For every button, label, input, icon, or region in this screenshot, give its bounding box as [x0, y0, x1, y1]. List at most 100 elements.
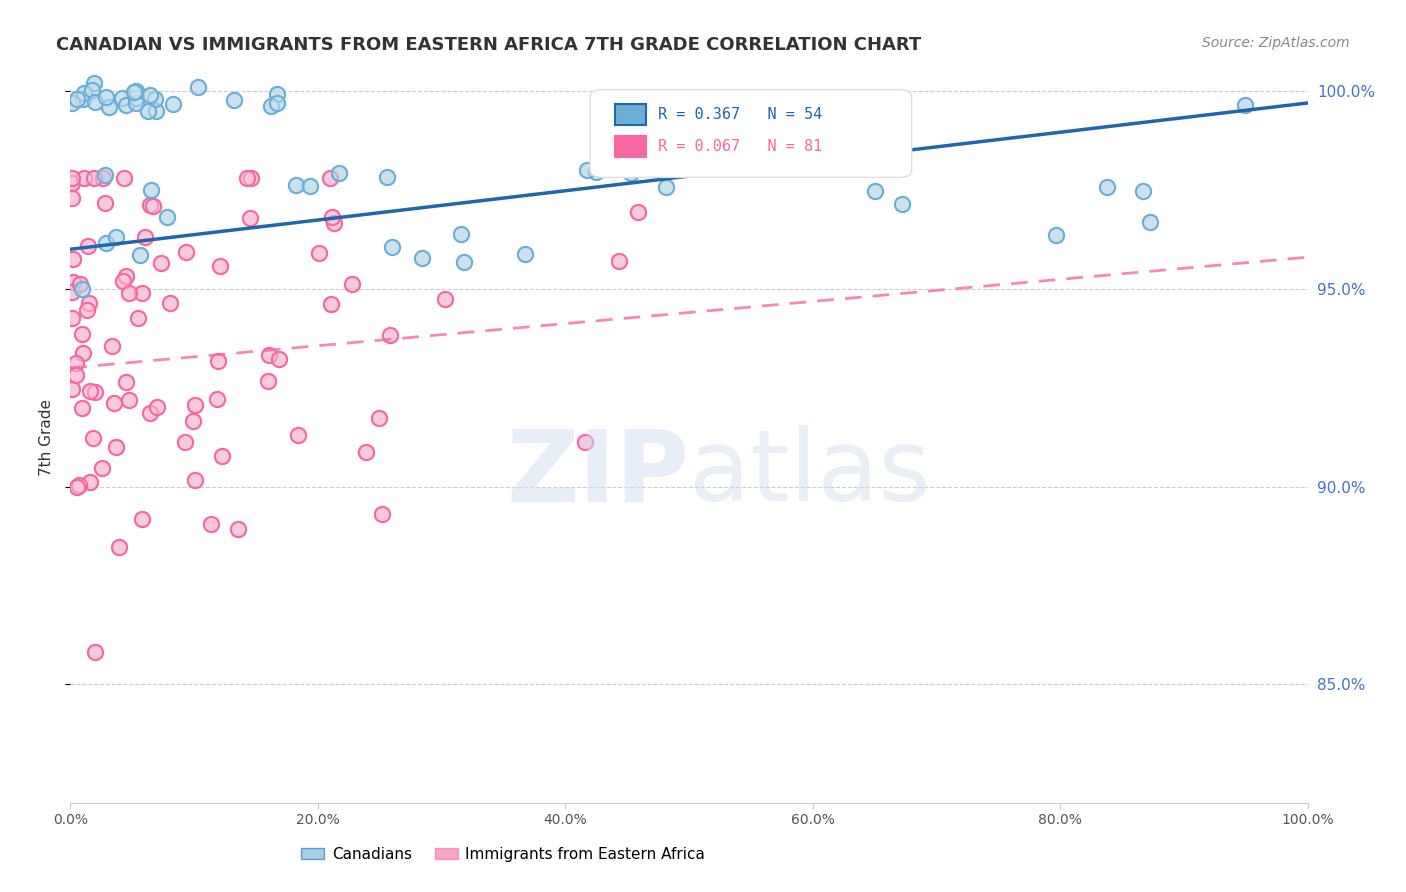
Immigrants from Eastern Africa	[205, 392, 228, 406]
Point	[69, 277, 91, 292]
Point	[125, 96, 148, 111]
Point	[257, 375, 280, 389]
Point	[607, 253, 630, 268]
Canadians	[1045, 227, 1067, 242]
Point	[1234, 98, 1257, 112]
Canadians	[94, 90, 117, 104]
Point	[260, 99, 283, 113]
Point	[321, 296, 343, 310]
Point	[60, 311, 83, 326]
Text: Source: ZipAtlas.com: Source: ZipAtlas.com	[1202, 36, 1350, 50]
Point	[134, 230, 156, 244]
Immigrants from Eastern Africa	[131, 285, 153, 300]
Point	[450, 227, 472, 241]
Point	[91, 171, 114, 186]
Point	[139, 198, 162, 212]
Immigrants from Eastern Africa	[184, 473, 207, 487]
Immigrants from Eastern Africa	[134, 230, 156, 244]
Point	[284, 178, 307, 192]
Text: R = 0.067   N = 81: R = 0.067 N = 81	[658, 139, 823, 154]
Point	[72, 92, 94, 106]
Immigrants from Eastern Africa	[319, 171, 342, 186]
Point	[91, 460, 114, 475]
Point	[141, 183, 163, 197]
Immigrants from Eastern Africa	[72, 401, 94, 416]
Point	[66, 92, 89, 106]
Point	[125, 91, 148, 105]
Canadians	[138, 104, 160, 119]
Canadians	[411, 252, 433, 266]
Immigrants from Eastern Africa	[354, 445, 377, 459]
Point	[79, 475, 101, 489]
Legend: Canadians, Immigrants from Eastern Africa: Canadians, Immigrants from Eastern Afric…	[295, 841, 711, 868]
Canadians	[575, 163, 598, 178]
Text: atlas: atlas	[689, 425, 931, 522]
Immigrants from Eastern Africa	[228, 522, 250, 536]
Immigrants from Eastern Africa	[323, 215, 346, 229]
Immigrants from Eastern Africa	[236, 171, 259, 186]
Point	[125, 84, 148, 98]
Immigrants from Eastern Africa	[207, 354, 229, 368]
Immigrants from Eastern Africa	[83, 171, 105, 186]
Canadians	[73, 86, 96, 100]
Point	[70, 282, 93, 296]
Immigrants from Eastern Africa	[118, 392, 141, 407]
Point	[94, 236, 117, 251]
Point	[381, 240, 404, 254]
Point	[371, 508, 394, 522]
Point	[122, 85, 145, 99]
Canadians	[224, 93, 246, 107]
Canadians	[381, 240, 404, 254]
Point	[60, 95, 83, 110]
Point	[654, 180, 676, 194]
Immigrants from Eastern Africa	[83, 385, 105, 400]
Point	[236, 171, 259, 186]
Point	[266, 87, 288, 102]
Point	[115, 268, 138, 283]
Point	[433, 292, 456, 306]
Immigrants from Eastern Africa	[257, 375, 280, 389]
Point	[159, 296, 181, 310]
Immigrants from Eastern Africa	[368, 411, 391, 425]
Point	[162, 96, 184, 111]
Point	[83, 385, 105, 400]
Point	[142, 199, 165, 213]
Immigrants from Eastern Africa	[139, 198, 162, 212]
Immigrants from Eastern Africa	[76, 239, 98, 253]
Point	[72, 401, 94, 416]
Canadians	[125, 96, 148, 111]
Canadians	[654, 180, 676, 194]
Immigrants from Eastern Africa	[103, 395, 125, 409]
Canadians	[1139, 215, 1161, 229]
Point	[83, 76, 105, 90]
Point	[375, 170, 398, 185]
Point	[65, 356, 87, 370]
Canadians	[1234, 98, 1257, 112]
Bar	[614, 104, 645, 125]
Immigrants from Eastern Africa	[127, 310, 149, 325]
Point	[98, 100, 121, 114]
Point	[100, 338, 122, 352]
Canadians	[298, 178, 321, 193]
Point	[411, 252, 433, 266]
Point	[72, 346, 94, 360]
Point	[342, 277, 364, 292]
Point	[174, 435, 197, 450]
Immigrants from Eastern Africa	[60, 176, 83, 190]
Point	[205, 392, 228, 406]
Immigrants from Eastern Africa	[79, 295, 101, 310]
Point	[94, 168, 117, 182]
Canadians	[66, 92, 89, 106]
Immigrants from Eastern Africa	[239, 211, 262, 225]
Point	[60, 285, 83, 299]
Canadians	[187, 79, 209, 94]
Immigrants from Eastern Africa	[72, 346, 94, 360]
Point	[835, 153, 858, 168]
Canadians	[98, 100, 121, 114]
Canadians	[450, 227, 472, 241]
Canadians	[129, 247, 152, 261]
Point	[174, 245, 197, 260]
Point	[146, 400, 169, 414]
Point	[184, 398, 207, 412]
Point	[93, 195, 115, 210]
